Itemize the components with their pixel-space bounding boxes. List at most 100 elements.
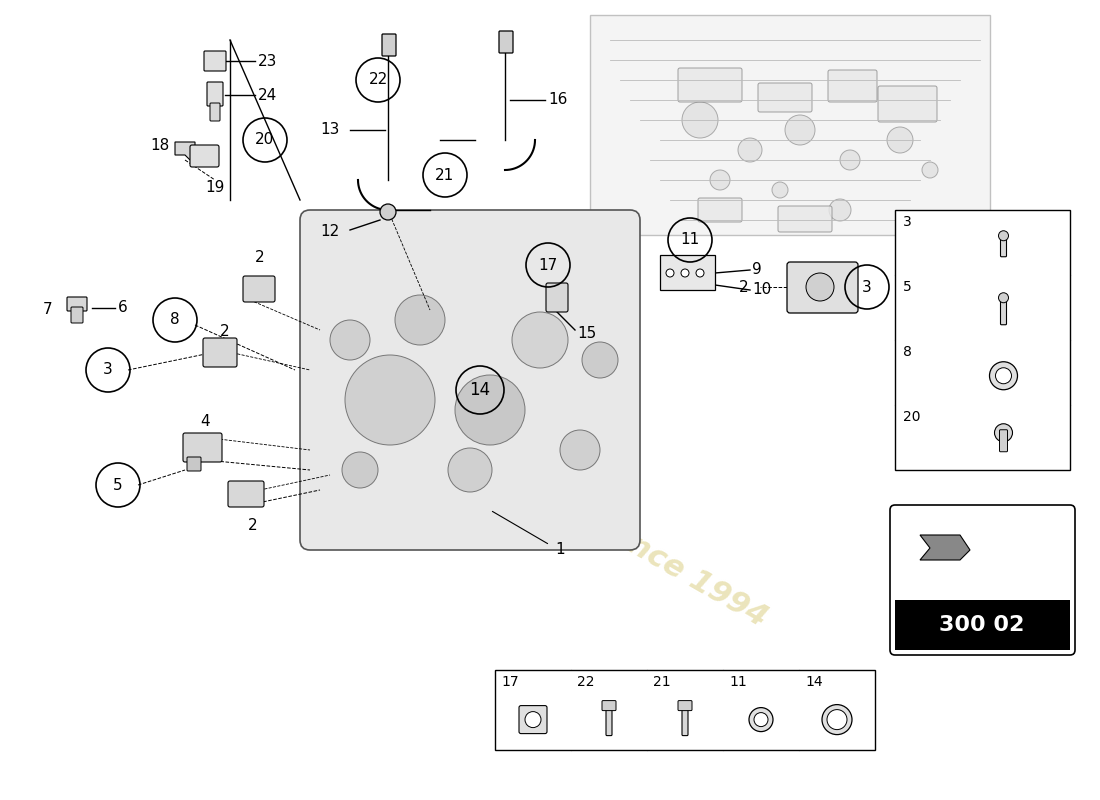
- Text: 24: 24: [258, 87, 277, 102]
- FancyBboxPatch shape: [204, 338, 236, 367]
- Circle shape: [560, 430, 600, 470]
- Circle shape: [887, 127, 913, 153]
- Text: 300 02: 300 02: [939, 615, 1025, 635]
- Text: 7: 7: [43, 302, 52, 318]
- FancyBboxPatch shape: [828, 70, 877, 102]
- FancyBboxPatch shape: [1001, 234, 1006, 257]
- Text: 3: 3: [903, 215, 912, 229]
- Text: 20: 20: [903, 410, 921, 424]
- Text: 17: 17: [500, 675, 518, 689]
- Circle shape: [330, 320, 370, 360]
- Circle shape: [738, 138, 762, 162]
- FancyBboxPatch shape: [546, 283, 568, 312]
- Text: 17: 17: [538, 258, 558, 273]
- Circle shape: [681, 269, 689, 277]
- Circle shape: [994, 424, 1012, 442]
- FancyBboxPatch shape: [698, 198, 742, 222]
- Text: 19: 19: [205, 181, 224, 195]
- FancyBboxPatch shape: [678, 701, 692, 710]
- Circle shape: [840, 150, 860, 170]
- Circle shape: [806, 273, 834, 301]
- Text: 9: 9: [752, 262, 761, 278]
- Text: 4: 4: [200, 414, 210, 430]
- Text: 22: 22: [578, 675, 594, 689]
- FancyBboxPatch shape: [895, 600, 1070, 650]
- Text: 15: 15: [578, 326, 596, 341]
- FancyBboxPatch shape: [606, 704, 612, 736]
- Circle shape: [754, 713, 768, 726]
- Text: 5: 5: [903, 280, 912, 294]
- Text: 2: 2: [738, 279, 748, 294]
- Text: 23: 23: [258, 54, 277, 69]
- Circle shape: [512, 312, 568, 368]
- Text: 13: 13: [320, 122, 340, 138]
- Circle shape: [682, 102, 718, 138]
- FancyBboxPatch shape: [682, 704, 688, 736]
- FancyBboxPatch shape: [890, 505, 1075, 655]
- Text: 11: 11: [681, 233, 700, 247]
- FancyBboxPatch shape: [72, 307, 82, 323]
- FancyBboxPatch shape: [67, 297, 87, 311]
- Circle shape: [829, 199, 851, 221]
- FancyBboxPatch shape: [878, 86, 937, 122]
- Circle shape: [666, 269, 674, 277]
- FancyBboxPatch shape: [190, 145, 219, 167]
- FancyBboxPatch shape: [204, 51, 226, 71]
- Text: 22: 22: [368, 73, 387, 87]
- FancyBboxPatch shape: [786, 262, 858, 313]
- Text: 3: 3: [862, 279, 872, 294]
- Circle shape: [999, 293, 1009, 302]
- Text: 6: 6: [118, 301, 128, 315]
- Text: 14: 14: [805, 675, 823, 689]
- FancyBboxPatch shape: [183, 433, 222, 462]
- FancyBboxPatch shape: [207, 82, 223, 106]
- Circle shape: [395, 295, 446, 345]
- Text: 16: 16: [548, 93, 568, 107]
- FancyBboxPatch shape: [300, 210, 640, 550]
- Circle shape: [827, 710, 847, 730]
- Circle shape: [749, 707, 773, 731]
- FancyBboxPatch shape: [602, 701, 616, 710]
- Circle shape: [990, 362, 1018, 390]
- Circle shape: [455, 375, 525, 445]
- Circle shape: [785, 115, 815, 145]
- Circle shape: [772, 182, 788, 198]
- FancyBboxPatch shape: [499, 31, 513, 53]
- FancyBboxPatch shape: [590, 15, 990, 235]
- Text: 12: 12: [321, 225, 340, 239]
- FancyBboxPatch shape: [187, 457, 201, 471]
- Text: 2: 2: [248, 518, 257, 533]
- FancyBboxPatch shape: [228, 481, 264, 507]
- Text: 2: 2: [255, 250, 265, 265]
- Text: 21: 21: [653, 675, 671, 689]
- Text: 18: 18: [150, 138, 169, 153]
- Text: 8: 8: [903, 345, 912, 359]
- Circle shape: [342, 452, 378, 488]
- Circle shape: [710, 170, 730, 190]
- Circle shape: [345, 355, 434, 445]
- Text: a passion for parts since 1994: a passion for parts since 1994: [308, 347, 772, 633]
- Text: 20: 20: [255, 133, 275, 147]
- FancyBboxPatch shape: [678, 68, 743, 102]
- Polygon shape: [175, 142, 195, 160]
- Polygon shape: [920, 535, 970, 560]
- Text: 21: 21: [436, 167, 454, 182]
- FancyBboxPatch shape: [495, 670, 874, 750]
- Circle shape: [582, 342, 618, 378]
- Text: 3: 3: [103, 362, 113, 378]
- FancyBboxPatch shape: [1001, 297, 1006, 325]
- Circle shape: [822, 705, 853, 734]
- FancyBboxPatch shape: [519, 706, 547, 734]
- Text: 5: 5: [113, 478, 123, 493]
- Text: 8: 8: [170, 313, 179, 327]
- Circle shape: [999, 230, 1009, 241]
- Circle shape: [448, 448, 492, 492]
- FancyBboxPatch shape: [210, 103, 220, 121]
- Circle shape: [922, 162, 938, 178]
- Text: 11: 11: [729, 675, 747, 689]
- Circle shape: [525, 712, 541, 728]
- Text: 2: 2: [220, 325, 230, 339]
- FancyBboxPatch shape: [895, 210, 1070, 470]
- Text: 14: 14: [470, 381, 491, 399]
- FancyBboxPatch shape: [778, 206, 832, 232]
